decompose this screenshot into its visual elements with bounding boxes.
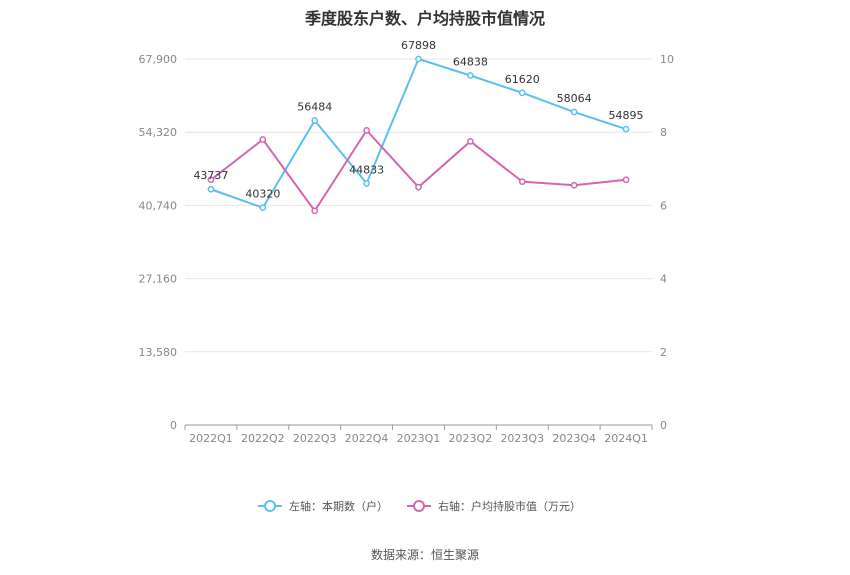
data-label: 67898 <box>401 39 436 52</box>
data-point <box>311 207 319 215</box>
x-tick-label: 2022Q2 <box>241 432 285 445</box>
data-point <box>415 183 422 191</box>
data-point <box>622 125 630 133</box>
series-layer <box>207 55 630 215</box>
data-label: 56484 <box>297 101 332 114</box>
x-tick-label: 2023Q2 <box>449 432 493 445</box>
data-label: 61620 <box>505 73 540 86</box>
x-tick-label: 2022Q4 <box>345 432 389 445</box>
y-left-tick-label: 54,320 <box>139 126 178 139</box>
y-right-tick-label: 0 <box>660 419 667 432</box>
y-left-tick-label: 27,160 <box>139 273 178 286</box>
y-right-tick-label: 6 <box>660 199 667 212</box>
data-point <box>259 136 267 143</box>
data-point <box>467 72 474 79</box>
x-tick-label: 2022Q3 <box>293 432 337 445</box>
x-tick-label: 2023Q1 <box>397 432 441 445</box>
x-tick-label: 2023Q3 <box>500 432 544 445</box>
data-point <box>207 185 215 193</box>
data-point <box>570 108 578 116</box>
legend-label: 右轴：户均持股市值（万元） <box>438 499 581 513</box>
data-point <box>363 179 370 187</box>
data-label: 40320 <box>245 188 280 201</box>
data-point <box>518 178 526 185</box>
data-point <box>622 176 630 184</box>
y-left-tick-label: 40,740 <box>139 199 178 212</box>
y-left-tick-label: 0 <box>170 419 177 432</box>
data-label: 43737 <box>193 169 228 182</box>
y-right-tick-label: 2 <box>660 346 667 359</box>
legend-marker <box>264 500 276 512</box>
data-label: 44833 <box>349 163 384 176</box>
data-label: 54895 <box>609 109 644 122</box>
label-layer: 43737 40320 56484 44833 67898 64838 61620 58064… <box>193 39 643 201</box>
data-label: 64838 <box>453 56 488 69</box>
x-tick-label: 2023Q4 <box>552 432 596 445</box>
axis-layer: 0 0 13,580 2 27,160 4 40,740 6 54,320 8 67,900 10 20… <box>139 53 675 445</box>
data-point <box>467 138 474 145</box>
data-label: 58064 <box>557 92 592 105</box>
y-right-tick-label: 10 <box>660 53 674 66</box>
data-point <box>518 89 526 97</box>
chart-title: 季度股东户数、户均持股市值情况 <box>304 9 545 28</box>
data-point <box>570 181 578 189</box>
y-right-tick-label: 8 <box>660 126 667 139</box>
data-point <box>259 204 267 212</box>
data-point <box>415 55 422 63</box>
x-tick-label: 2024Q1 <box>604 432 648 445</box>
legend-marker <box>413 500 425 512</box>
legend-label: 左轴：本期数（户） <box>289 499 388 513</box>
legend: 左轴：本期数（户） 右轴：户均持股市值（万元） <box>258 499 581 513</box>
x-tick-label: 2022Q1 <box>189 432 233 445</box>
data-point <box>207 176 215 184</box>
source-note: 数据来源：恒生聚源 <box>370 548 479 562</box>
y-right-tick-label: 4 <box>660 273 667 286</box>
y-left-tick-label: 13,580 <box>139 346 178 359</box>
data-point <box>363 127 370 134</box>
y-left-tick-label: 67,900 <box>139 53 178 66</box>
data-point <box>311 117 319 124</box>
